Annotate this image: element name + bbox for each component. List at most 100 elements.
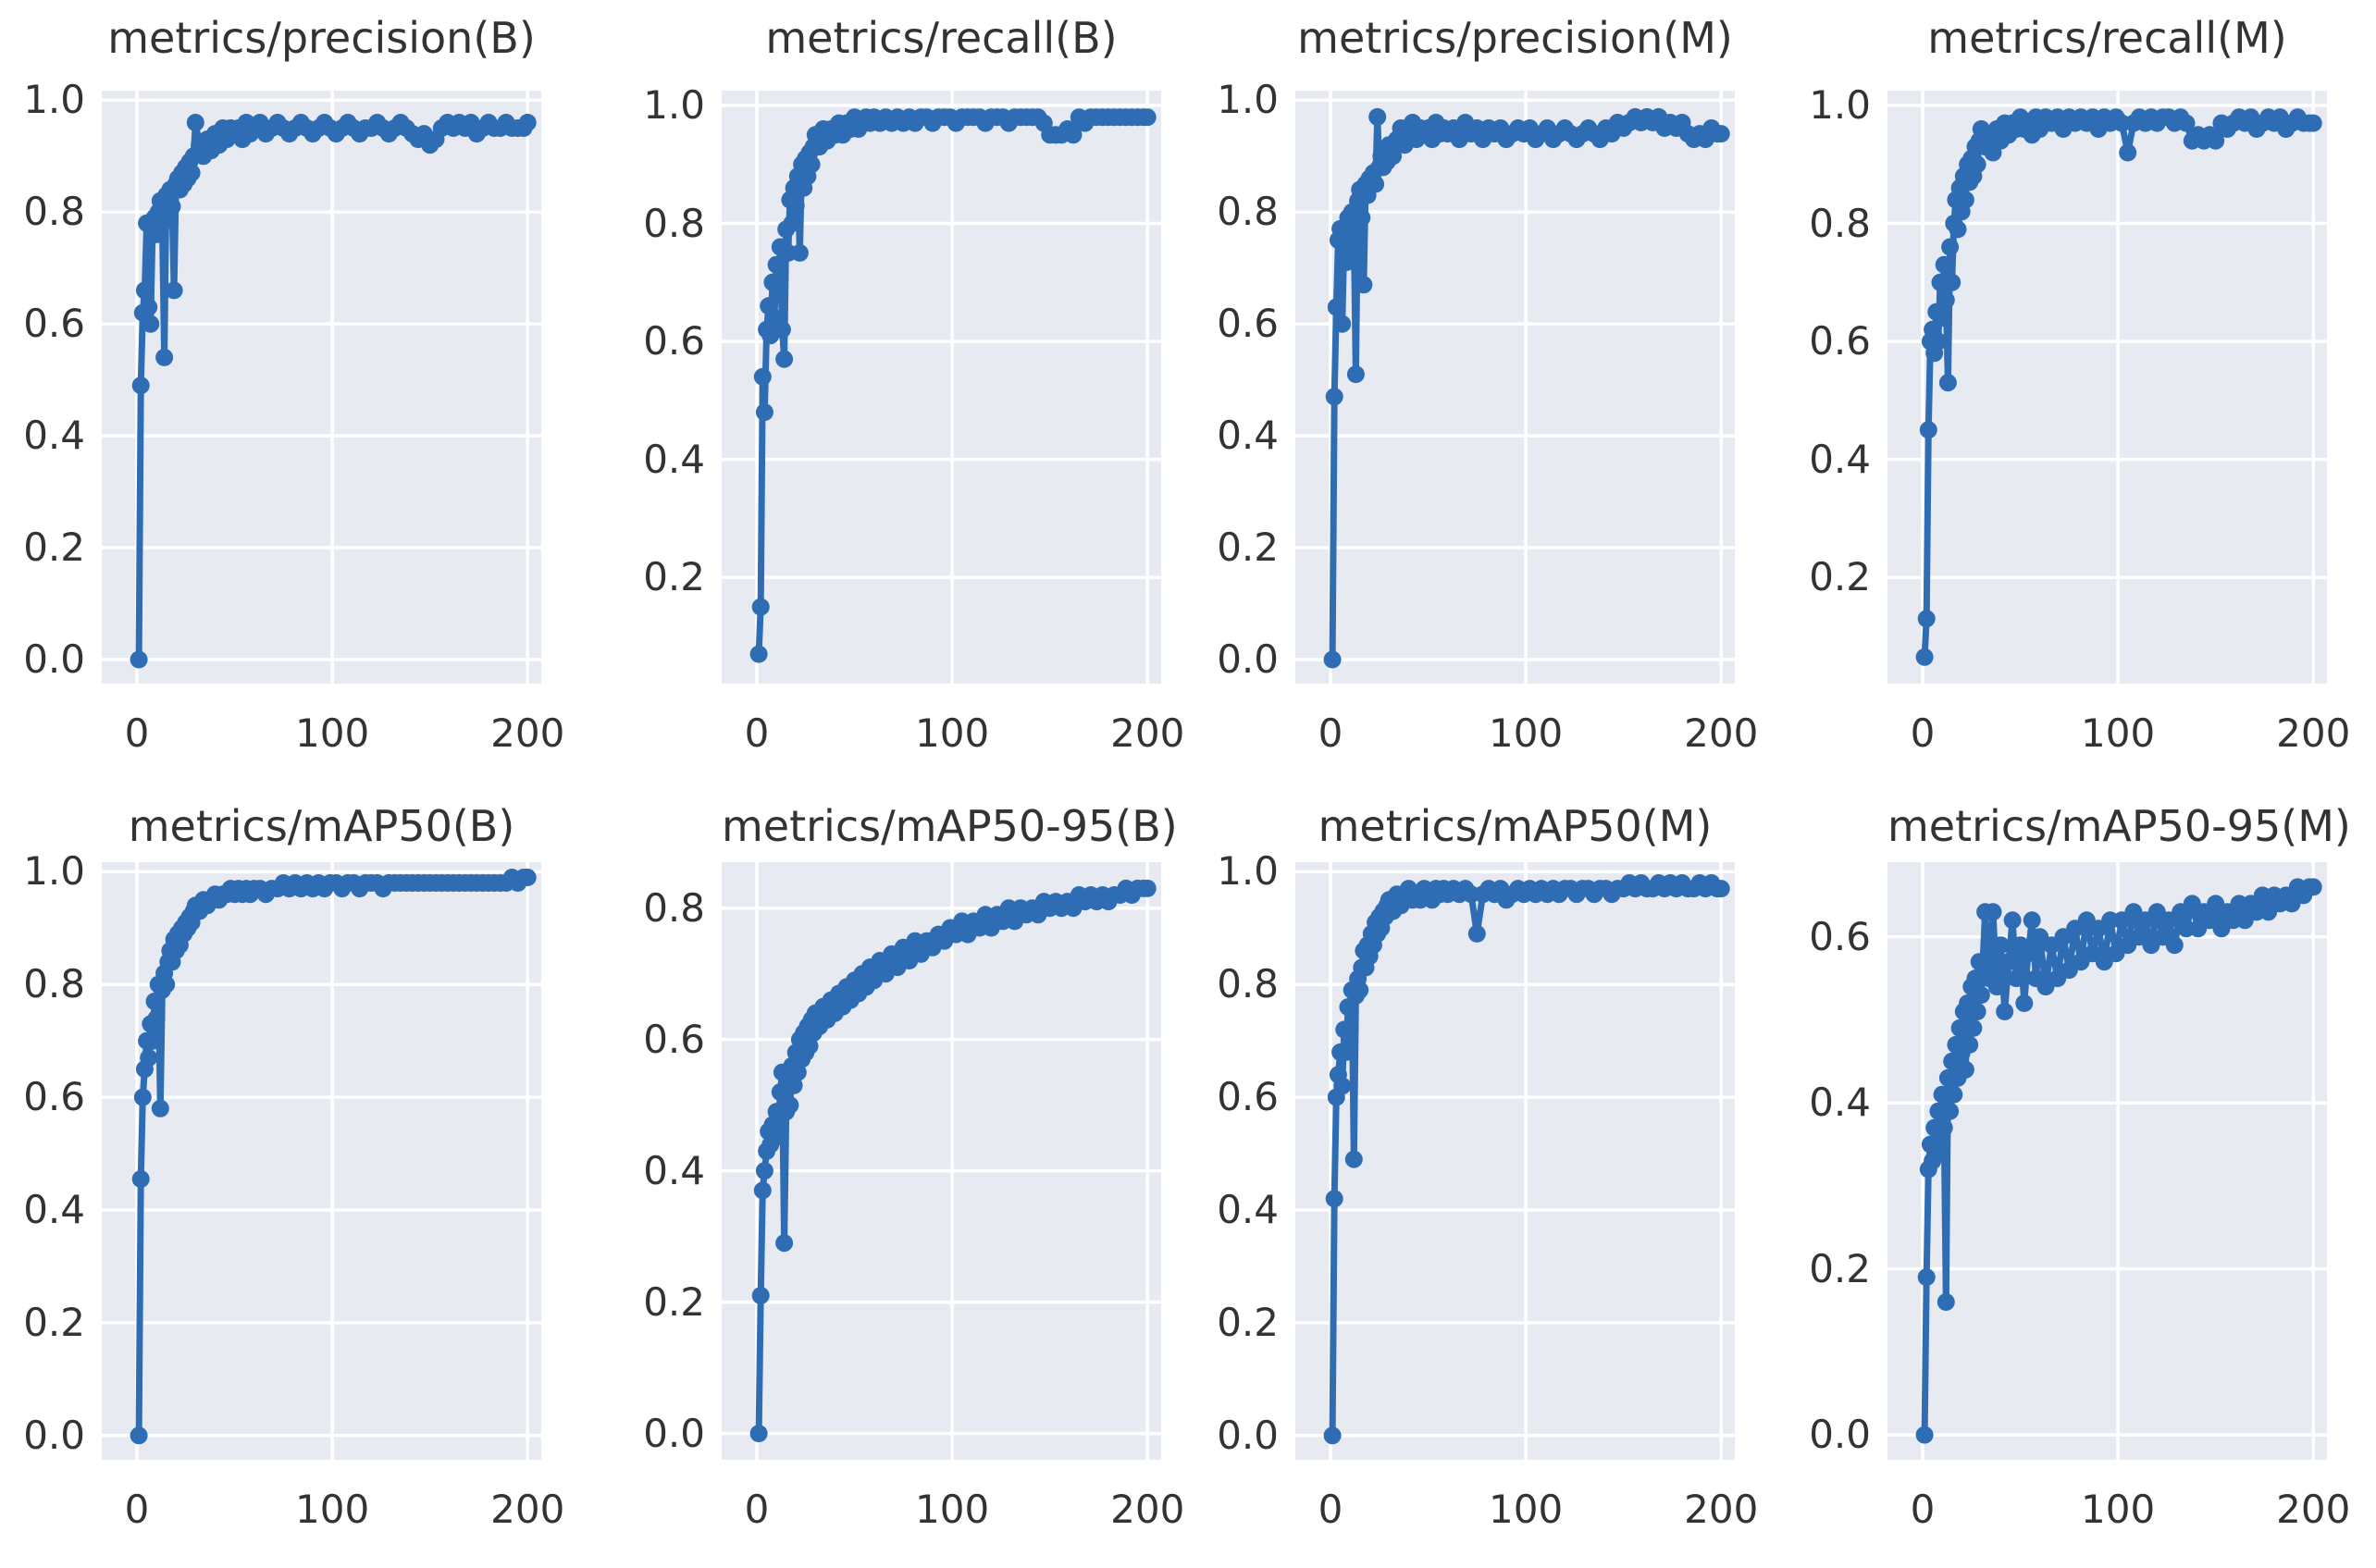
y-tick-label: 0.4 [23, 413, 85, 459]
data-point [1972, 986, 1990, 1005]
chart-title: metrics/mAP50-95(M) [1887, 801, 2351, 851]
x-tick-label: 200 [1684, 710, 1759, 756]
x-tick-label: 100 [2081, 710, 2156, 756]
y-tick-label: 0.6 [23, 301, 85, 347]
y-tick-label: 0.2 [643, 554, 705, 600]
x-tick-label: 0 [1910, 710, 1936, 756]
y-tick-label: 1.0 [1217, 848, 1279, 895]
data-point [1344, 1150, 1363, 1168]
data-point [163, 197, 181, 216]
data-point [186, 114, 204, 131]
data-point [751, 598, 770, 616]
data-point [1917, 1268, 1936, 1287]
data-point [130, 1426, 148, 1445]
x-tick-label: 200 [2276, 1487, 2351, 1532]
data-point [2003, 911, 2022, 930]
data-point [518, 114, 537, 131]
data-point [1333, 315, 1352, 333]
data-point [1919, 421, 1937, 439]
y-tick-label: 0.6 [23, 1074, 85, 1120]
x-tick-label: 0 [1318, 1487, 1343, 1532]
data-point [165, 281, 183, 300]
data-point [1367, 175, 1385, 193]
x-tick-label: 0 [1910, 1487, 1936, 1532]
y-tick-label: 0.4 [1217, 413, 1279, 459]
x-tick-label: 200 [490, 710, 565, 756]
data-point [1991, 936, 2010, 955]
data-point [1970, 953, 1988, 971]
x-tick-label: 0 [1318, 710, 1343, 756]
y-tick-label: 0.4 [23, 1187, 85, 1233]
data-point [1341, 1020, 1359, 1039]
data-point [755, 1162, 773, 1180]
data-point [1949, 220, 1967, 239]
y-tick-label: 0.6 [643, 318, 705, 364]
y-tick-label: 0.8 [1217, 189, 1279, 235]
data-point [147, 1009, 166, 1028]
chart-title: metrics/mAP50(B) [128, 801, 515, 851]
plot-area-svg [102, 91, 541, 684]
y-tick-label: 1.0 [23, 77, 85, 123]
x-tick-label: 100 [915, 710, 990, 756]
data-point [1984, 903, 2002, 921]
data-point [1467, 924, 1486, 943]
y-tick-label: 0.2 [23, 1299, 85, 1345]
data-point [1935, 1118, 1953, 1137]
data-point [1325, 1190, 1343, 1208]
x-tick-label: 100 [2081, 1487, 2156, 1532]
x-tick-label: 100 [915, 1487, 990, 1532]
data-point [140, 1049, 158, 1067]
data-point [1368, 107, 1387, 126]
y-tick-label: 0.8 [1217, 961, 1279, 1007]
data-point [753, 367, 772, 386]
data-point [140, 298, 158, 316]
x-tick-label: 100 [1489, 1487, 1564, 1532]
y-tick-label: 1.0 [1809, 81, 1871, 128]
data-point [182, 164, 201, 182]
data-point [155, 348, 174, 366]
y-tick-label: 0.8 [643, 200, 705, 246]
y-tick-label: 0.8 [1809, 200, 1871, 246]
data-point [749, 645, 768, 663]
x-tick-label: 100 [295, 1487, 370, 1532]
data-point [1917, 610, 1936, 628]
data-point [1327, 298, 1345, 316]
data-point [1933, 309, 1951, 327]
y-tick-label: 0.4 [643, 436, 705, 482]
y-tick-label: 0.8 [643, 884, 705, 931]
y-tick-label: 0.2 [1217, 1299, 1279, 1345]
data-point [753, 1181, 772, 1200]
data-point [1996, 1003, 2014, 1020]
chart-title: metrics/mAP50(M) [1318, 801, 1713, 851]
data-point [769, 1122, 787, 1141]
data-point [142, 315, 160, 333]
x-tick-label: 200 [490, 1487, 565, 1532]
x-tick-label: 200 [1110, 1487, 1185, 1532]
data-point [1341, 242, 1359, 261]
data-point [135, 281, 154, 300]
data-point [1138, 879, 1157, 897]
data-point [1999, 953, 2018, 971]
y-tick-label: 0.6 [1809, 318, 1871, 364]
data-point [1956, 1060, 1974, 1079]
y-tick-label: 0.0 [23, 636, 85, 682]
plot-area-svg [722, 91, 1161, 684]
data-point [1325, 388, 1343, 406]
data-point [1968, 155, 1986, 174]
data-point [1941, 1102, 1960, 1120]
data-point [1915, 1426, 1934, 1444]
y-tick-label: 0.4 [643, 1147, 705, 1193]
data-point [2304, 114, 2322, 132]
y-tick-label: 0.2 [1217, 525, 1279, 571]
y-tick-label: 0.2 [1809, 1245, 1871, 1291]
x-tick-label: 200 [2276, 710, 2351, 756]
plot-background [722, 91, 1161, 684]
data-point [2119, 143, 2137, 162]
x-tick-label: 0 [744, 710, 770, 756]
data-point [143, 1031, 162, 1050]
y-tick-label: 1.0 [643, 81, 705, 128]
y-tick-label: 0.6 [643, 1016, 705, 1062]
data-point [1943, 273, 1961, 291]
plot-area-svg [1295, 862, 1735, 1460]
